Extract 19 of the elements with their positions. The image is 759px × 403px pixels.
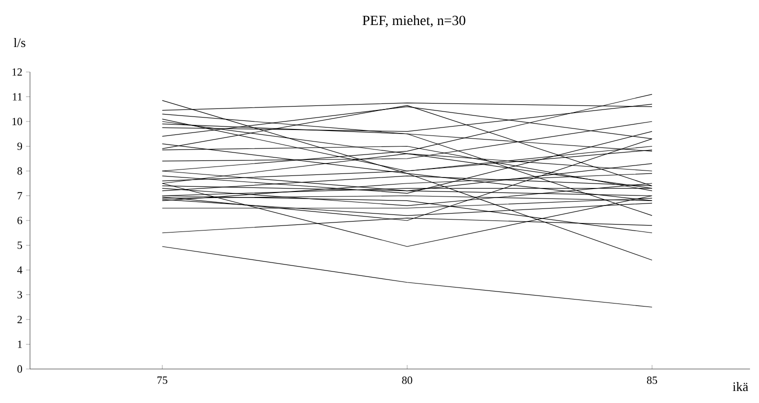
y-tick-label: 10 [12,118,22,126]
y-tick-label: 1 [18,340,22,348]
y-tick-label: 2 [17,316,22,324]
y-axis-title: l/s [14,38,26,48]
chart-title: PEF, miehet, n=30 [362,15,466,28]
x-axis-title: ikä [732,382,748,392]
x-tick-label: 75 [157,376,168,384]
y-tick-label: 9 [17,142,22,150]
y-tick-label: 5 [18,242,22,249]
x-tick-label: 80 [402,376,412,384]
x-tick-label: 85 [646,376,658,384]
y-tick-label: 11 [12,93,22,100]
y-tick-label: 4 [17,266,22,274]
y-tick-label: 12 [12,68,22,76]
y-tick-label: 6 [17,216,22,224]
y-tick-label: 3 [18,291,22,298]
y-tick-label: 7 [18,192,22,200]
y-tick-label: 0 [17,365,22,373]
y-tick-label: 8 [17,167,22,175]
